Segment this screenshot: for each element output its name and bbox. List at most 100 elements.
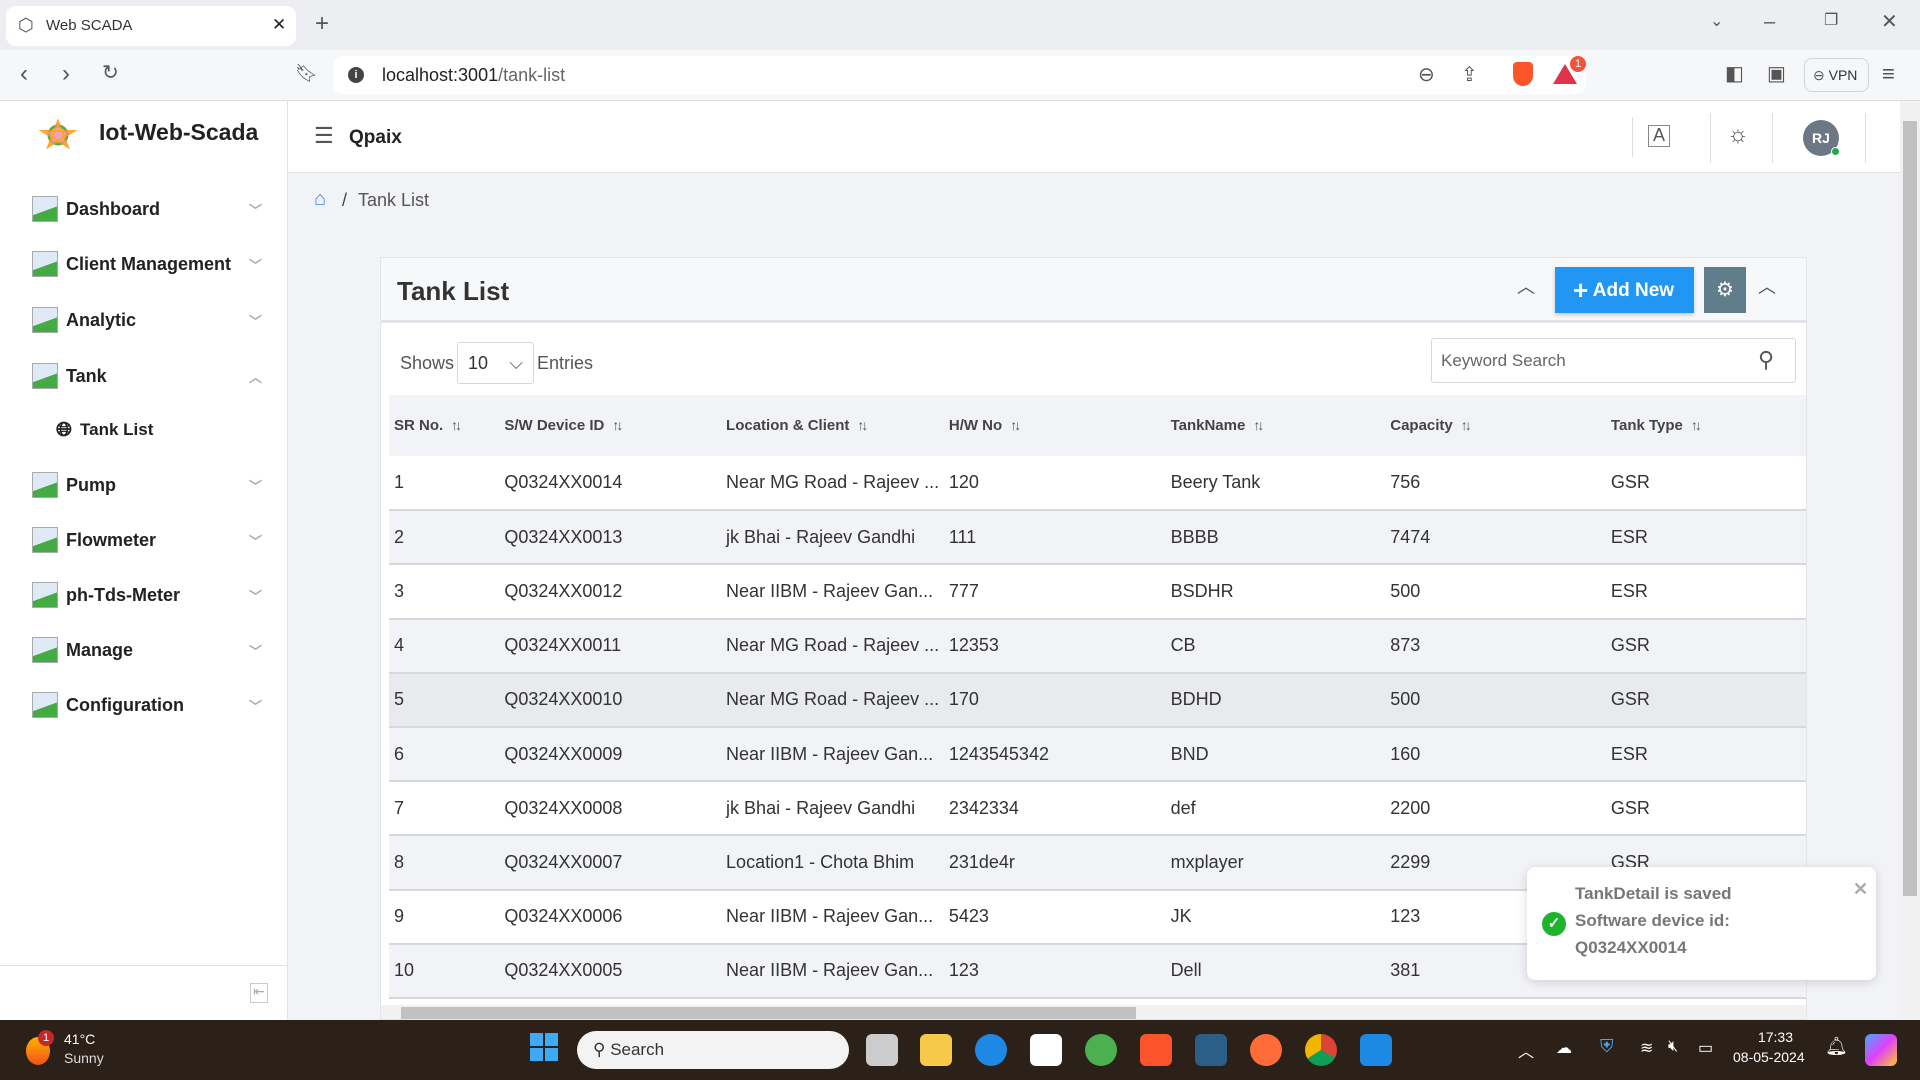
- sidebar-item-manage[interactable]: Manage ﹀: [32, 633, 262, 667]
- sidebar-item-tank[interactable]: Tank ︿: [32, 359, 262, 393]
- column-header[interactable]: Capacity ↑↓: [1385, 395, 1606, 456]
- bookmark-icon[interactable]: 🔖︎: [295, 63, 318, 83]
- sidebar-item-label: Configuration: [66, 694, 184, 715]
- collapse-chevron-icon[interactable]: ︿: [1517, 277, 1535, 297]
- sidebar-item-dashboard[interactable]: Dashboard ﹀: [32, 192, 262, 226]
- clock-date[interactable]: 08-05-2024: [1733, 1049, 1805, 1065]
- table-row[interactable]: 8 Q0324XX0007 Location1 - Chota Bhim 231de4…: [389, 835, 1806, 891]
- column-header[interactable]: Tank Type ↑↓: [1605, 395, 1806, 456]
- taskbar-search[interactable]: ⚲ Search: [577, 1031, 849, 1069]
- brave-taskbar-icon[interactable]: [1140, 1034, 1172, 1066]
- toast-close-icon[interactable]: ✕: [1853, 879, 1869, 899]
- sidebar-item-configuration[interactable]: Configuration ﹀: [32, 688, 262, 722]
- sidebar-subitem-tank-list[interactable]: 🌐︎ Tank List: [56, 413, 286, 447]
- horizontal-scrollbar-thumb[interactable]: [401, 1007, 1136, 1019]
- notifications-icon[interactable]: 🔔︎: [1825, 1036, 1848, 1056]
- battery-icon[interactable]: ▭: [1698, 1040, 1714, 1057]
- forward-icon[interactable]: ›: [62, 60, 70, 87]
- table-row[interactable]: 4 Q0324XX0011 Near MG Road - Rajeev ... 123…: [389, 618, 1806, 674]
- table-row[interactable]: 3 Q0324XX0012 Near IIBM - Rajeev Gan... 777…: [389, 564, 1806, 620]
- address-bar[interactable]: i localhost:3001/tank-list ⊖ ⇪ 1: [333, 56, 1586, 94]
- table-cell: mxplayer: [1165, 835, 1386, 891]
- postman-icon[interactable]: [1250, 1034, 1282, 1066]
- close-window-icon[interactable]: ✕: [1881, 11, 1898, 33]
- brave-shields-icon[interactable]: [1513, 62, 1533, 86]
- table-cell: 2342334: [943, 781, 1166, 837]
- tab-search-chevron-icon[interactable]: ⌄: [1710, 13, 1724, 30]
- onedrive-icon[interactable]: ☁: [1556, 1040, 1572, 1057]
- copilot-icon[interactable]: [1865, 1034, 1897, 1066]
- sidebar-item-pump[interactable]: Pump ﹀: [32, 468, 262, 502]
- sidebar-item-ph-tds-meter[interactable]: ph-Tds-Meter ﹀: [32, 578, 262, 612]
- table-row[interactable]: 10 Q0324XX0005 Near IIBM - Rajeev Gan... 12…: [389, 943, 1806, 999]
- microsoft-store-icon[interactable]: [1030, 1034, 1062, 1066]
- chrome-icon[interactable]: [1305, 1034, 1337, 1066]
- volume-muted-icon[interactable]: 🔇︎: [1668, 1038, 1679, 1055]
- new-tab-icon[interactable]: +: [315, 10, 330, 37]
- vscode-icon[interactable]: [1360, 1034, 1392, 1066]
- table-horizontal-scrollbar[interactable]: [381, 1005, 1806, 1019]
- column-header[interactable]: Location & Client ↑↓: [721, 395, 944, 456]
- site-info-icon[interactable]: i: [348, 67, 364, 83]
- vpn-button[interactable]: ⊖ VPN: [1804, 58, 1869, 92]
- sort-icon[interactable]: ↑↓: [612, 417, 623, 433]
- zoom-icon[interactable]: ⊖: [1418, 64, 1435, 86]
- search-icon[interactable]: ⚲: [1758, 347, 1775, 372]
- collapse-sidebar-icon[interactable]: ⇤: [250, 983, 268, 1003]
- collapse-card-chevron-icon[interactable]: ︿: [1758, 277, 1776, 297]
- column-header-label: Tank Type: [1610, 417, 1683, 434]
- table-row[interactable]: 1 Q0324XX0014 Near MG Road - Rajeev ... 120…: [389, 456, 1806, 512]
- column-header[interactable]: TankName ↑↓: [1165, 395, 1386, 456]
- keyword-search-input[interactable]: Keyword Search ⚲: [1431, 338, 1796, 383]
- browser-tab[interactable]: ⬡ Web SCADA ✕: [6, 6, 296, 46]
- taskbar-search-label: Search: [610, 1040, 665, 1059]
- close-tab-icon[interactable]: ✕: [272, 15, 287, 34]
- clock-time[interactable]: 17:33: [1757, 1029, 1793, 1045]
- column-header[interactable]: S/W Device ID ↑↓: [499, 395, 722, 456]
- add-new-button[interactable]: + Add New: [1555, 267, 1694, 313]
- page-scrollbar[interactable]: [1900, 101, 1920, 1020]
- column-header[interactable]: H/W No ↑↓: [943, 395, 1166, 456]
- minimize-icon[interactable]: –: [1764, 11, 1776, 33]
- defender-icon[interactable]: ⛨: [1600, 1036, 1614, 1056]
- browser-menu-icon[interactable]: ≡: [1882, 61, 1895, 86]
- share-icon[interactable]: ⇪: [1461, 64, 1478, 86]
- table-row[interactable]: 6 Q0324XX0009 Near IIBM - Rajeev Gan... 124…: [389, 726, 1806, 783]
- translate-icon[interactable]: A: [1648, 125, 1670, 147]
- sort-icon[interactable]: ↑↓: [451, 417, 462, 433]
- page-scrollbar-thumb[interactable]: [1903, 121, 1917, 896]
- restore-icon[interactable]: ❐: [1824, 12, 1839, 29]
- mysql-workbench-icon[interactable]: [1195, 1034, 1227, 1066]
- reload-icon[interactable]: ↻: [102, 62, 119, 84]
- sort-icon[interactable]: ↑↓: [1690, 417, 1702, 433]
- sidebar-toggle-icon[interactable]: ◧: [1725, 63, 1744, 85]
- sort-icon[interactable]: ↑↓: [857, 417, 868, 433]
- sort-icon[interactable]: ↑↓: [1253, 417, 1264, 433]
- sort-icon[interactable]: ↑↓: [1460, 417, 1472, 433]
- brand-logo-icon: [38, 118, 78, 150]
- file-explorer-icon[interactable]: [920, 1034, 952, 1066]
- entries-select[interactable]: 10 ⌵: [457, 342, 534, 384]
- wallet-icon[interactable]: ▣: [1767, 63, 1786, 85]
- show-hidden-icons-icon[interactable]: ︿: [1518, 1044, 1535, 1061]
- table-row[interactable]: 5 Q0324XX0010 Near MG Road - Rajeev ... 170…: [389, 672, 1806, 728]
- theme-toggle-sun-icon[interactable]: ☼: [1727, 121, 1749, 148]
- sidebar-item-flowmeter[interactable]: Flowmeter ﹀: [32, 523, 262, 557]
- spring-tools-icon[interactable]: [1085, 1034, 1117, 1066]
- wifi-icon[interactable]: ≋: [1640, 1040, 1654, 1057]
- home-icon[interactable]: ⌂: [314, 188, 327, 210]
- edge-icon[interactable]: [975, 1034, 1007, 1066]
- column-header[interactable]: SR No. ↑↓: [389, 395, 500, 456]
- back-icon[interactable]: ‹: [20, 60, 28, 87]
- table-cell: Location1 - Chota Bhim: [721, 835, 944, 891]
- sort-icon[interactable]: ↑↓: [1010, 417, 1021, 433]
- menu-image-icon: [32, 307, 58, 333]
- windows-start-icon[interactable]: [530, 1033, 558, 1061]
- task-view-icon[interactable]: [866, 1034, 898, 1066]
- sidebar-item-analytic[interactable]: Analytic ﹀: [32, 303, 262, 337]
- table-row[interactable]: 7 Q0324XX0008 jk Bhai - Rajeev Gandhi 23423…: [389, 781, 1806, 837]
- settings-button[interactable]: ⚙: [1704, 267, 1746, 313]
- menu-toggle-icon[interactable]: ☰: [314, 123, 334, 148]
- sidebar-item-client-management[interactable]: Client Management ﹀: [32, 247, 262, 281]
- table-row[interactable]: 2 Q0324XX0013 jk Bhai - Rajeev Gandhi 111 BB…: [389, 510, 1806, 566]
